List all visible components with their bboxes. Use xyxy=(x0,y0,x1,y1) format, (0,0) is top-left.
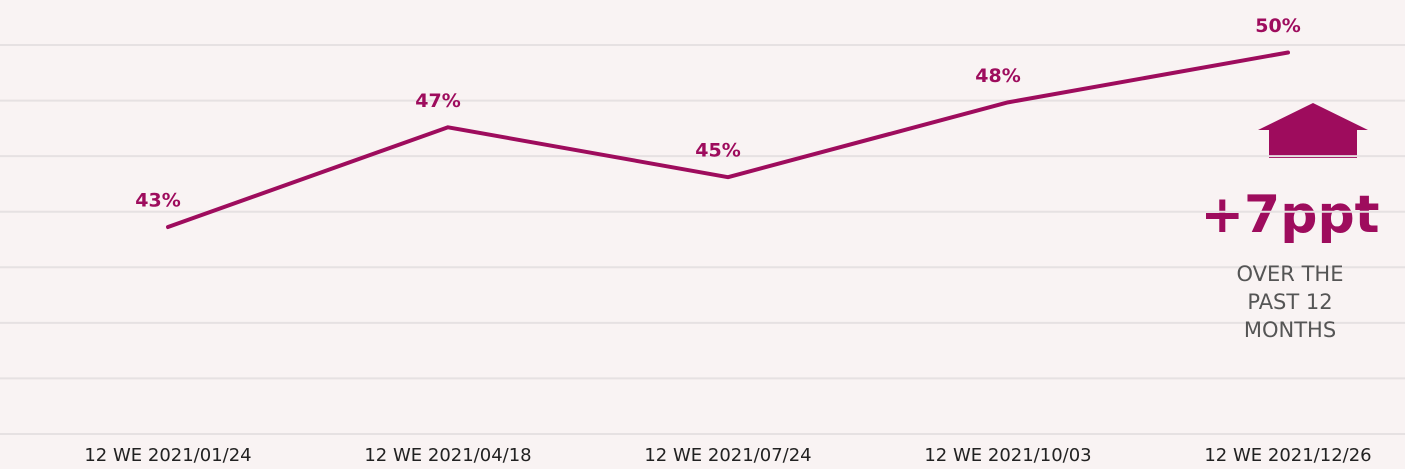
data-label: 45% xyxy=(695,140,740,162)
x-tick-label: 12 WE 2021/10/03 xyxy=(924,445,1091,466)
x-tick-label: 12 WE 2021/12/26 xyxy=(1204,445,1371,466)
x-tick-label: 12 WE 2021/04/18 xyxy=(364,445,531,466)
data-label: 47% xyxy=(415,90,460,112)
annotation-headline: +7ppt xyxy=(1200,185,1379,245)
data-label: 43% xyxy=(135,190,180,212)
line xyxy=(166,50,1290,230)
data-label: 50% xyxy=(1255,15,1300,37)
annotation-text: OVER THE PAST 12 MONTHS xyxy=(1236,262,1344,342)
x-tick-label: 12 WE 2021/07/24 xyxy=(644,445,811,466)
data-label: 48% xyxy=(975,65,1020,87)
x-tick-label: 12 WE 2021/01/24 xyxy=(84,445,251,466)
up-arrow xyxy=(1258,103,1368,158)
